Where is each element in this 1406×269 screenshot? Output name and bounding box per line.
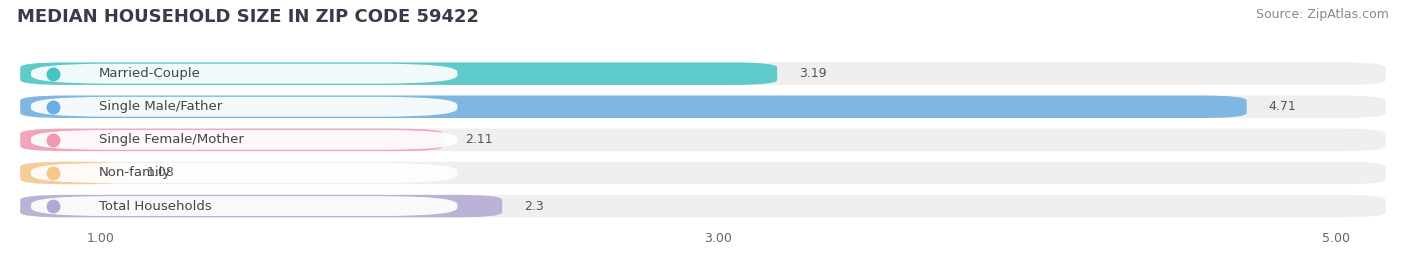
FancyBboxPatch shape bbox=[20, 95, 1386, 118]
Text: Single Male/Father: Single Male/Father bbox=[98, 100, 222, 113]
Text: 4.71: 4.71 bbox=[1268, 100, 1296, 113]
Text: Total Households: Total Households bbox=[98, 200, 212, 213]
FancyBboxPatch shape bbox=[20, 129, 1386, 151]
Text: 1.08: 1.08 bbox=[146, 167, 174, 179]
FancyBboxPatch shape bbox=[20, 129, 443, 151]
Text: Single Female/Mother: Single Female/Mother bbox=[98, 133, 243, 146]
FancyBboxPatch shape bbox=[31, 97, 457, 117]
FancyBboxPatch shape bbox=[20, 195, 502, 217]
Text: 2.3: 2.3 bbox=[524, 200, 544, 213]
Text: Non-family: Non-family bbox=[98, 167, 172, 179]
Text: 2.11: 2.11 bbox=[465, 133, 492, 146]
FancyBboxPatch shape bbox=[31, 64, 457, 84]
FancyBboxPatch shape bbox=[20, 162, 1386, 184]
Text: 3.19: 3.19 bbox=[799, 67, 827, 80]
FancyBboxPatch shape bbox=[20, 95, 1247, 118]
FancyBboxPatch shape bbox=[31, 196, 457, 216]
Text: Married-Couple: Married-Couple bbox=[98, 67, 201, 80]
FancyBboxPatch shape bbox=[31, 130, 457, 150]
FancyBboxPatch shape bbox=[20, 162, 125, 184]
FancyBboxPatch shape bbox=[20, 62, 778, 85]
FancyBboxPatch shape bbox=[31, 163, 457, 183]
Text: Source: ZipAtlas.com: Source: ZipAtlas.com bbox=[1256, 8, 1389, 21]
FancyBboxPatch shape bbox=[20, 62, 1386, 85]
Text: MEDIAN HOUSEHOLD SIZE IN ZIP CODE 59422: MEDIAN HOUSEHOLD SIZE IN ZIP CODE 59422 bbox=[17, 8, 479, 26]
FancyBboxPatch shape bbox=[20, 195, 1386, 217]
